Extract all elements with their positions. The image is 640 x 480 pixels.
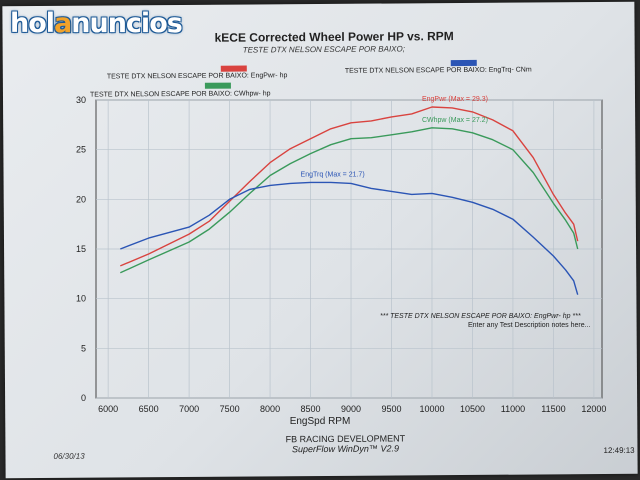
annotation-engpwr: EngPwr (Max = 29.3) — [422, 96, 488, 103]
note-line-1: *** TESTE DTX NELSON ESCAPE POR BAIXO: E… — [380, 313, 581, 320]
series-line-engtrq — [120, 181, 579, 295]
series-line-engpwr — [120, 106, 579, 267]
series-line-cwhpw — [120, 127, 579, 274]
note-line-2: Enter any Test Description notes here... — [468, 322, 590, 329]
y-tick-label-2: 10 — [76, 294, 86, 304]
x-tick-label-1: 6500 — [139, 404, 159, 414]
y-tick-label-6: 30 — [76, 95, 86, 105]
y-tick-label-4: 20 — [76, 194, 86, 204]
x-tick-label-10: 11000 — [501, 404, 525, 414]
x-tick-labels: 6000 6500 7000 7500 8000 8500 9000 9500 10000 105… — [98, 404, 606, 414]
y-tick-label-3: 15 — [76, 244, 86, 254]
x-tick-label-3: 7500 — [220, 404, 240, 414]
x-tick-label-6: 9000 — [341, 404, 361, 414]
series-lines — [120, 106, 579, 295]
x-tick-label-7: 9500 — [381, 404, 401, 414]
grid-lines — [96, 99, 602, 399]
x-tick-label-12: 12000 — [581, 404, 606, 414]
x-axis-label: EngSpd RPM — [290, 416, 351, 427]
x-tick-label-11: 11500 — [541, 404, 565, 414]
y-tick-label-0: 0 — [81, 393, 86, 403]
x-tick-label-9: 10500 — [460, 404, 485, 414]
annotation-cwhpw: CWhpw (Max = 27.2) — [422, 117, 488, 124]
x-tick-label-0: 6000 — [98, 404, 118, 414]
y-tick-label-5: 25 — [76, 145, 86, 155]
x-tick-label-5: 8500 — [301, 404, 321, 414]
x-tick-label-4: 8000 — [260, 404, 280, 414]
x-tick-label-2: 7000 — [179, 404, 199, 414]
y-tick-labels: 0 5 10 15 20 25 30 — [76, 95, 86, 403]
series-annotations: EngPwr (Max = 29.3) CWhpw (Max = 27.2) Eng… — [301, 96, 488, 178]
annotation-engtrq: EngTrq (Max = 21.7) — [301, 171, 365, 178]
y-tick-label-1: 5 — [81, 343, 86, 353]
watermark-logo: holanuncios — [10, 8, 183, 39]
x-tick-label-8: 10000 — [419, 404, 444, 414]
